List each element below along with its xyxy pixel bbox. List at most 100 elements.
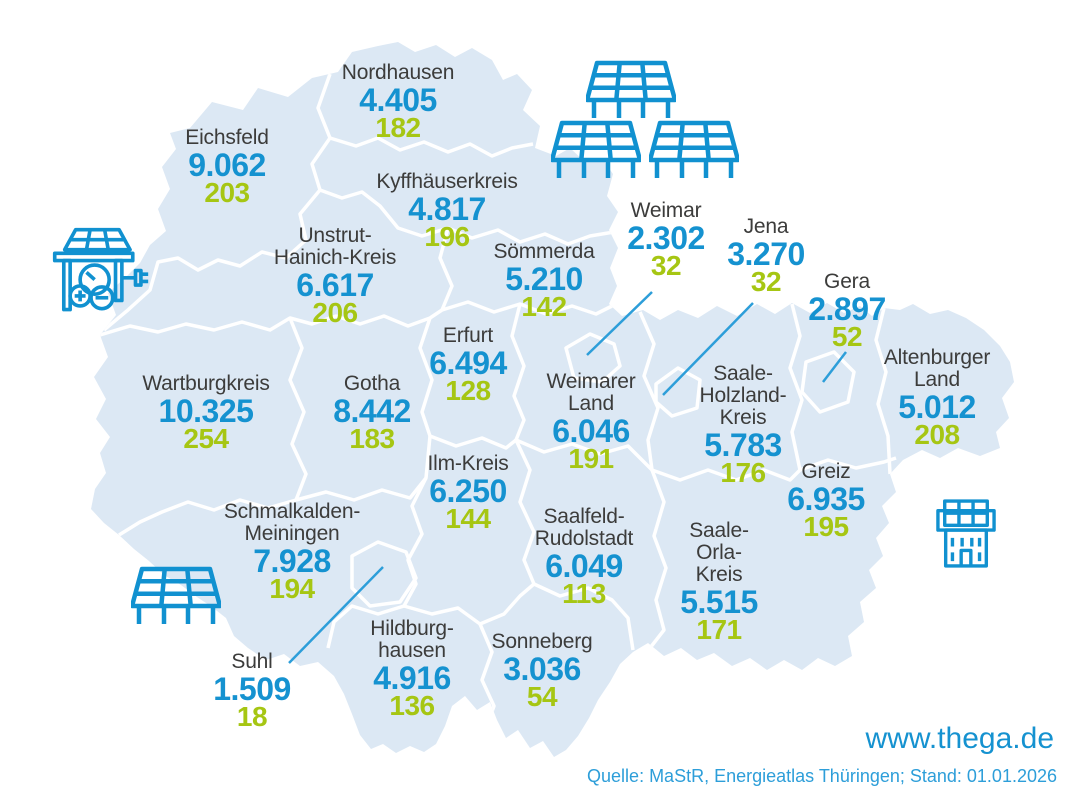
district-label-hildburg-hausen: Hildburg-hausen 4.916 136 bbox=[370, 617, 454, 721]
district-value-green: 206 bbox=[312, 297, 358, 328]
district-label-eichsfeld: Eichsfeld 9.062 203 bbox=[185, 126, 269, 208]
district-label-jena: Jena 3.270 32 bbox=[727, 215, 805, 297]
district-name: Wartburgkreis bbox=[142, 372, 270, 395]
district-name: Weimarer Land bbox=[546, 370, 636, 415]
district-label-saale-orla-kreis: Saale- Orla- Kreis 5.515 171 bbox=[680, 519, 758, 645]
district-name: Unstrut- Hainich-Kreis bbox=[273, 224, 397, 269]
district-label-ilm-kreis: Ilm-Kreis 6.250 144 bbox=[427, 452, 509, 534]
district-label-weimarerland: Weimarer Land 6.046 191 bbox=[546, 370, 636, 474]
district-name: Erfurt bbox=[442, 324, 494, 347]
district-label-erfurt: Erfurt 6.494 128 bbox=[429, 324, 507, 406]
district-value-blue: 2.302 bbox=[627, 220, 705, 256]
district-name: Sömmerda bbox=[493, 240, 595, 263]
district-value-blue: 7.928 bbox=[253, 543, 331, 579]
district-label-suhl: Suhl 1.509 18 bbox=[213, 650, 291, 732]
district-value-green: 194 bbox=[269, 573, 315, 604]
district-value-green: 32 bbox=[650, 250, 682, 281]
leader-line bbox=[822, 351, 847, 383]
district-name: Schmalkalden- Meiningen bbox=[223, 500, 361, 545]
district-name: Nordhausen bbox=[341, 61, 455, 84]
district-value-blue: 6.935 bbox=[787, 481, 865, 517]
district-value-green: 171 bbox=[696, 614, 742, 645]
district-value-green: 203 bbox=[204, 177, 250, 208]
district-label-saalfeld-rudolstadt: Saalfeld- Rudolstadt 6.049 113 bbox=[534, 505, 634, 609]
district-label-kyffh-userkreis: Kyffhäuserkreis 4.817 196 bbox=[376, 170, 518, 252]
district-name: Saale- Orla- Kreis bbox=[689, 519, 749, 586]
district-value-blue: 6.494 bbox=[429, 345, 507, 381]
district-label-altenburgerland: Altenburger Land 5.012 208 bbox=[883, 346, 991, 450]
thega-website-link[interactable]: www.thega.de bbox=[865, 722, 1054, 755]
district-label-unstrut-hainich-kreis: Unstrut- Hainich-Kreis 6.617 206 bbox=[273, 224, 397, 328]
district-label-nordhausen: Nordhausen 4.405 182 bbox=[341, 61, 455, 143]
state-outline bbox=[91, 42, 1014, 757]
district-value-blue: 4.916 bbox=[373, 660, 451, 696]
district-value-blue: 10.325 bbox=[158, 393, 254, 429]
district-value-green: 136 bbox=[389, 690, 435, 721]
district-value-green: 196 bbox=[424, 221, 470, 252]
district-value-blue: 5.515 bbox=[680, 584, 758, 620]
district-value-green: 182 bbox=[375, 112, 421, 143]
district-value-blue: 5.012 bbox=[898, 389, 976, 425]
leader-line bbox=[662, 302, 754, 396]
district-value-blue: 3.036 bbox=[503, 651, 581, 687]
leader-lines bbox=[288, 291, 847, 664]
district-value-green: 18 bbox=[236, 701, 268, 732]
source-note: Quelle: MaStR, Energieatlas Thüringen; S… bbox=[587, 766, 1057, 786]
district-value-blue: 5.783 bbox=[704, 427, 782, 463]
district-value-blue: 9.062 bbox=[188, 147, 266, 183]
district-label-weimar: Weimar 2.302 32 bbox=[627, 199, 705, 281]
district-name: Kyffhäuserkreis bbox=[376, 170, 518, 193]
district-label-schmalkalden-meiningen: Schmalkalden- Meiningen 7.928 194 bbox=[223, 500, 361, 604]
district-value-blue: 6.049 bbox=[545, 548, 623, 584]
district-value-green: 32 bbox=[750, 266, 782, 297]
district-value-blue: 6.046 bbox=[552, 413, 630, 449]
district-label-gotha: Gotha 8.442 183 bbox=[333, 372, 411, 454]
district-label-saale-holzland-kreis: Saale- Holzland- Kreis 5.783 176 bbox=[699, 362, 787, 488]
district-value-green: 113 bbox=[562, 578, 606, 609]
district-label-greiz: Greiz 6.935 195 bbox=[787, 460, 865, 542]
district-label-sonneberg: Sonneberg 3.036 54 bbox=[491, 630, 593, 712]
district-name: Weimar bbox=[630, 199, 702, 222]
district-name: Suhl bbox=[231, 650, 273, 673]
district-name: Sonneberg bbox=[491, 630, 593, 653]
district-label-gera: Gera 2.897 52 bbox=[808, 270, 886, 352]
district-value-green: 254 bbox=[183, 423, 229, 454]
district-value-blue: 8.442 bbox=[333, 393, 411, 429]
district-value-green: 144 bbox=[445, 503, 491, 534]
district-name: Altenburger Land bbox=[883, 346, 991, 391]
district-name: Eichsfeld bbox=[185, 126, 269, 149]
district-name: Jena bbox=[743, 215, 789, 238]
district-value-green: 52 bbox=[831, 321, 863, 352]
district-value-blue: 5.210 bbox=[505, 261, 583, 297]
district-label-s-mmerda: Sömmerda 5.210 142 bbox=[493, 240, 595, 322]
district-value-blue: 6.617 bbox=[296, 267, 374, 303]
district-value-blue: 1.509 bbox=[213, 671, 291, 707]
district-value-green: 176 bbox=[720, 457, 766, 488]
district-value-green: 208 bbox=[914, 419, 960, 450]
district-borders bbox=[99, 73, 897, 729]
district-value-blue: 2.897 bbox=[808, 291, 886, 327]
district-value-green: 191 bbox=[568, 443, 614, 474]
district-name: Saale- Holzland- Kreis bbox=[699, 362, 787, 429]
district-value-blue: 6.250 bbox=[429, 473, 507, 509]
district-name: Gotha bbox=[343, 372, 401, 395]
district-name: Gera bbox=[824, 270, 870, 293]
district-label-wartburgkreis: Wartburgkreis 10.325 254 bbox=[142, 372, 270, 454]
district-value-green: 128 bbox=[445, 375, 491, 406]
district-name: Greiz bbox=[801, 460, 851, 483]
district-value-green: 195 bbox=[803, 511, 849, 542]
district-value-blue: 4.817 bbox=[408, 191, 486, 227]
leader-line bbox=[586, 291, 653, 356]
district-value-green: 142 bbox=[521, 291, 567, 322]
district-value-blue: 3.270 bbox=[727, 236, 805, 272]
district-name: Hildburg-hausen bbox=[370, 617, 454, 662]
district-name: Ilm-Kreis bbox=[427, 452, 509, 475]
district-value-green: 183 bbox=[349, 423, 395, 454]
district-value-blue: 4.405 bbox=[359, 82, 437, 118]
district-name: Saalfeld- Rudolstadt bbox=[534, 505, 634, 550]
leader-line bbox=[288, 566, 384, 664]
district-value-green: 54 bbox=[526, 681, 558, 712]
